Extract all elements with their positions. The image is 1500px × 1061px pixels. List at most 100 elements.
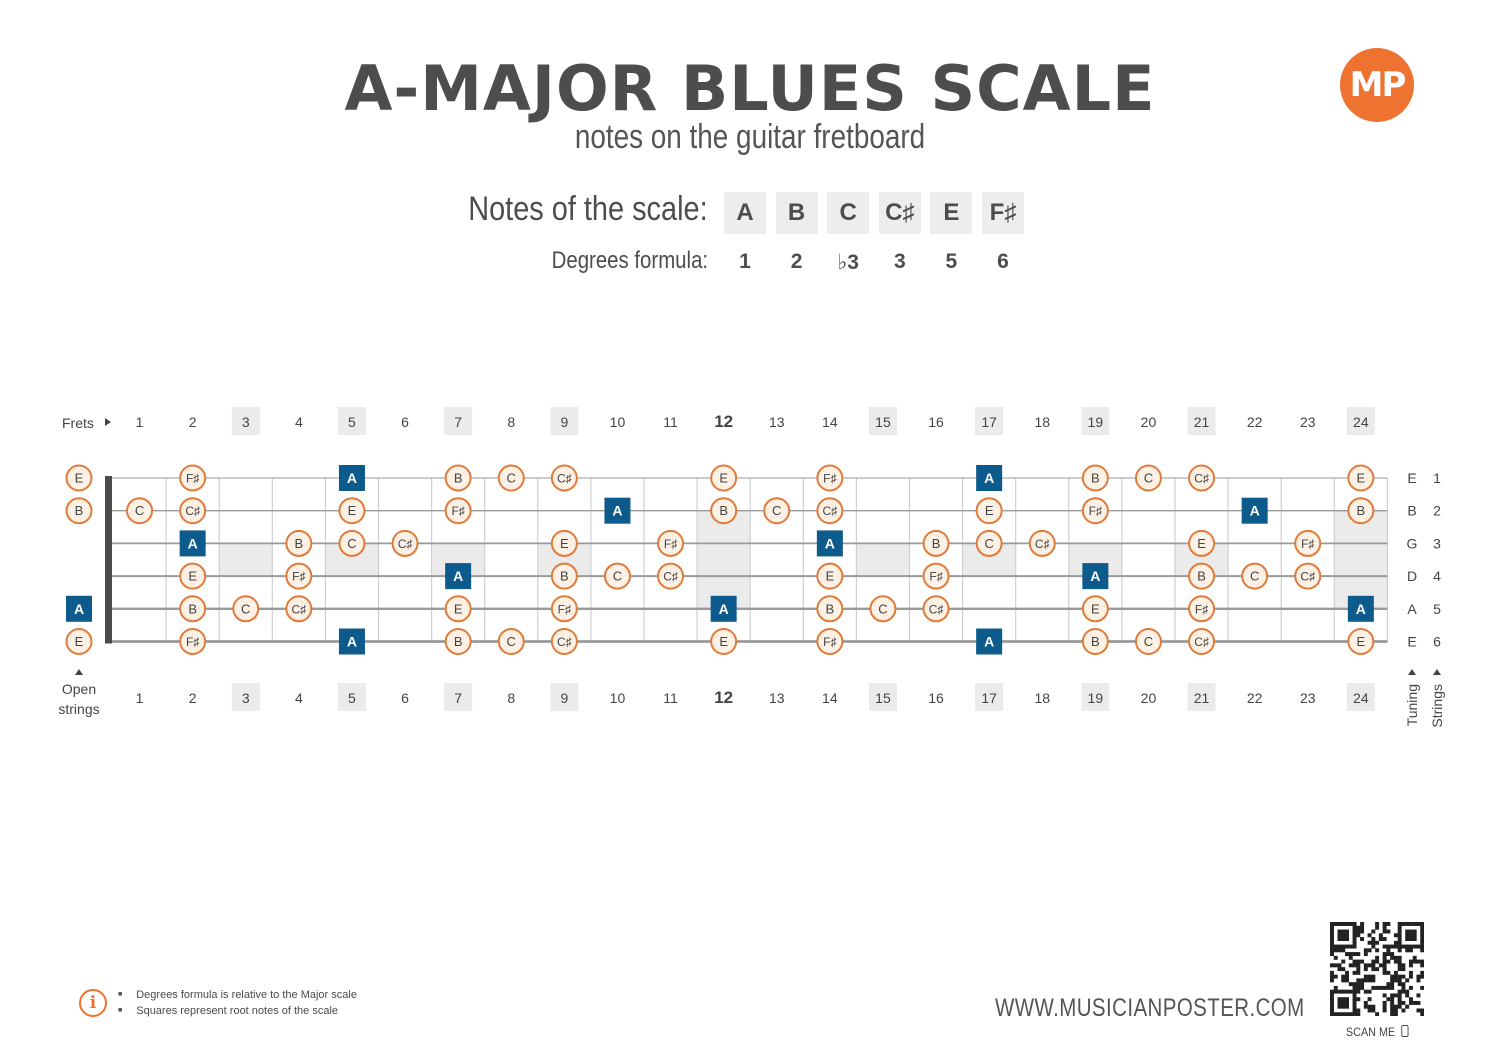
note-marker <box>1188 529 1216 557</box>
page-subtitle: notes on the guitar fretboard <box>574 118 926 156</box>
note-marker <box>550 464 578 492</box>
note-label: C♯ <box>823 504 838 518</box>
note-label: C <box>507 471 516 486</box>
note-label: E <box>454 601 463 616</box>
top-fret-number: 7 <box>454 414 462 430</box>
note-marker <box>1188 628 1216 655</box>
note-label: B <box>826 601 835 616</box>
note-marker <box>444 595 472 623</box>
frets-label: Frets <box>62 415 94 431</box>
top-fret-number: 16 <box>928 414 944 430</box>
note-label: E <box>826 569 835 584</box>
note-marker <box>1347 497 1375 525</box>
note-marker <box>338 497 366 525</box>
tuning-note: E <box>1407 634 1416 650</box>
strings-label: Strings <box>1429 684 1445 728</box>
note-label: B <box>295 536 304 551</box>
note-marker <box>1081 595 1109 623</box>
note-label: E <box>719 471 728 486</box>
qr-code-icon[interactable] <box>1330 922 1424 1016</box>
top-fret-highlight <box>337 407 366 435</box>
note-marker <box>710 464 738 492</box>
note-label: C <box>1144 471 1153 486</box>
string-number: 3 <box>1433 535 1441 551</box>
scale-note-box: F♯ <box>982 192 1024 234</box>
note-marker <box>179 464 207 492</box>
note-label: E <box>1357 471 1366 486</box>
phone-icon <box>1400 1025 1409 1037</box>
bottom-fret-number: 16 <box>928 690 944 706</box>
fret-inlay-marker <box>219 543 273 577</box>
footnote-squares: Squares represent root notes of the scal… <box>118 1005 338 1017</box>
root-note-square <box>66 595 92 622</box>
note-label: F♯ <box>186 472 199 486</box>
bottom-fret-highlight <box>337 683 366 711</box>
website-link[interactable]: WWW.MUSICIANPOSTER.COM <box>995 994 1305 1022</box>
top-fret-highlight <box>1081 407 1110 435</box>
root-note-square <box>1347 595 1374 622</box>
root-note-square <box>445 563 472 590</box>
top-fret-number: 24 <box>1353 414 1369 430</box>
bottom-fret-number: 12 <box>714 688 733 707</box>
note-marker <box>975 497 1003 525</box>
note-label: F♯ <box>929 570 942 584</box>
note-marker <box>816 628 844 655</box>
note-label: E <box>75 634 84 649</box>
top-fret-highlight <box>1187 407 1216 435</box>
note-label: C♯ <box>398 537 413 551</box>
scale-degree: 2 <box>790 250 803 273</box>
bottom-fret-number: 19 <box>1088 690 1104 706</box>
note-marker <box>1081 464 1109 492</box>
root-note-square <box>976 465 1003 491</box>
bottom-fret-number: 22 <box>1247 690 1263 706</box>
bottom-fret-number: 13 <box>769 690 785 706</box>
note-label: C <box>613 569 622 584</box>
note-label: B <box>932 536 941 551</box>
logo: MP <box>1340 48 1414 122</box>
note-marker <box>444 497 472 525</box>
note-label: C♯ <box>1300 570 1315 584</box>
bottom-fret-number: 7 <box>454 690 462 706</box>
root-note-label: A <box>74 601 84 617</box>
root-note-label: A <box>1090 568 1100 584</box>
note-marker <box>1134 464 1162 492</box>
note-marker <box>710 497 738 525</box>
strings-arrow-icon <box>1433 669 1441 675</box>
note-label: C♯ <box>929 602 944 616</box>
note-label: C <box>135 503 144 518</box>
note-label: E <box>1357 634 1366 649</box>
root-note-label: A <box>1356 601 1366 617</box>
note-label: C <box>1144 634 1153 649</box>
note-marker <box>65 464 93 492</box>
scan-me-label: SCAN ME <box>1335 1025 1420 1039</box>
root-note-square <box>816 530 843 557</box>
note-marker <box>603 562 631 590</box>
note-marker <box>550 562 578 590</box>
bottom-fret-number: 5 <box>348 690 356 706</box>
note-label: E <box>188 569 197 584</box>
note-label: C <box>507 634 516 649</box>
root-note-label: A <box>984 470 994 486</box>
root-note-square <box>604 497 631 524</box>
note-label: E <box>348 503 357 518</box>
note-marker <box>1347 628 1375 655</box>
top-fret-highlight <box>550 407 579 435</box>
fret-inlay-marker <box>856 543 910 577</box>
top-fret-number: 8 <box>507 414 515 430</box>
note-marker <box>444 464 472 492</box>
note-marker <box>1134 628 1162 655</box>
bottom-fret-number: 21 <box>1194 690 1210 706</box>
bottom-fret-highlight <box>868 683 897 711</box>
note-marker <box>1294 562 1322 590</box>
top-fret-number: 21 <box>1194 414 1210 430</box>
note-marker <box>1241 562 1269 590</box>
note-label: F♯ <box>664 537 677 551</box>
note-marker <box>816 562 844 590</box>
note-label: B <box>454 471 463 486</box>
note-marker <box>922 595 950 623</box>
scale-note-box: C♯ <box>878 192 921 234</box>
note-marker <box>497 628 525 655</box>
scale-note-box: E <box>930 192 973 234</box>
top-fret-number: 2 <box>189 414 197 430</box>
note-marker <box>550 529 578 557</box>
